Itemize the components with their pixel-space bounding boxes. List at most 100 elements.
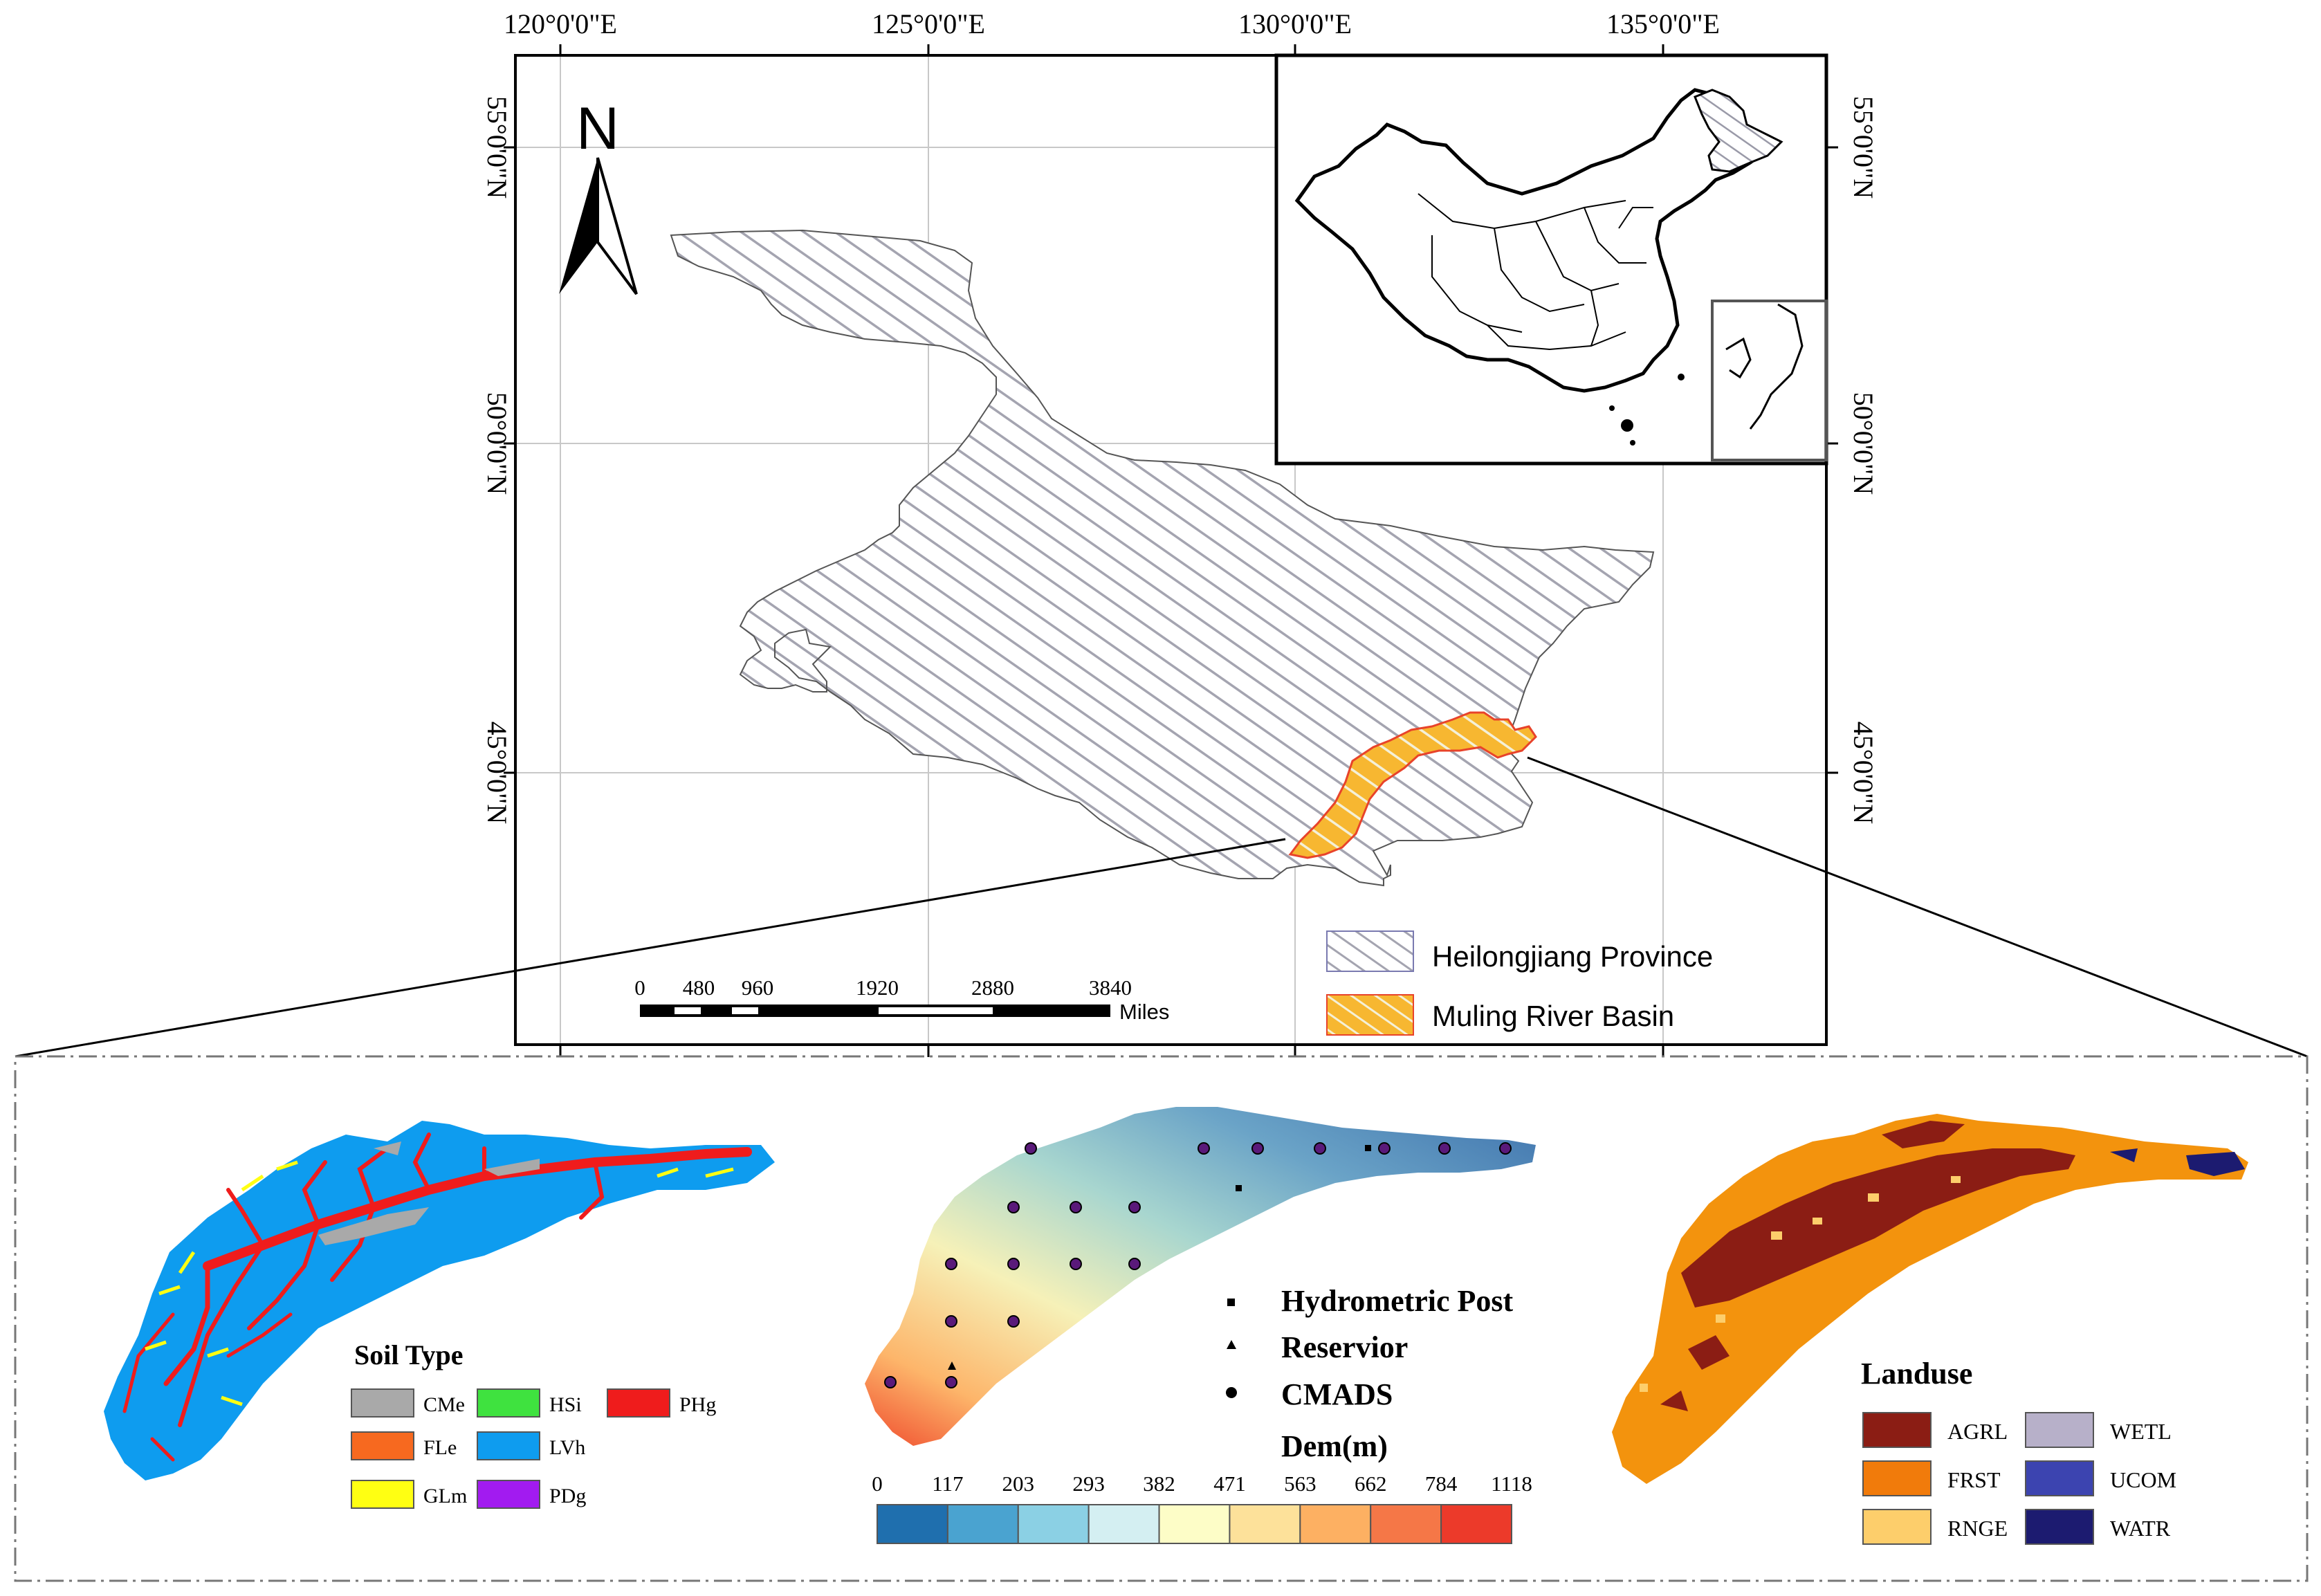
soil-legend-title: Soil Type — [354, 1339, 463, 1370]
dem-colorbar-break: 662 — [1355, 1471, 1387, 1496]
soil-cme-patches — [318, 1141, 540, 1245]
landuse-label-rnge: RNGE — [1947, 1516, 2008, 1541]
landuse-swatch-ucom — [2025, 1460, 2094, 1496]
dem-colorbar-segment — [1440, 1504, 1512, 1544]
landuse-legend: Landuse AGRL WETL FRST UCOM RNGE WATR — [1861, 1357, 2176, 1545]
soil-label-cme: CMe — [423, 1393, 465, 1416]
main-map: 120°0'0"E 125°0'0"E 130°0'0"E 135°0'0"E … — [15, 8, 2308, 1058]
muling-river-basin-area — [1288, 711, 1537, 859]
dem-colorbar-segment — [1158, 1504, 1231, 1544]
dem-colorbar-break: 784 — [1425, 1471, 1458, 1496]
landuse-label-ucom: UCOM — [2110, 1467, 2176, 1492]
lat-label-50-right: 50°0'0"N — [1848, 392, 1879, 495]
dem-colorbar-break: 382 — [1143, 1471, 1175, 1496]
scale-tick-1920: 1920 — [856, 975, 899, 1000]
soil-legend: Soil Type CMe HSi PHg FLe LVh GLm PDg — [351, 1339, 716, 1509]
heilongjiang-inset — [1694, 89, 1783, 173]
scale-tick-2880: 2880 — [971, 975, 1014, 1000]
longitude-labels: 120°0'0"E 125°0'0"E 130°0'0"E 135°0'0"E — [504, 8, 1720, 39]
hydrometric-posts — [1236, 1145, 1371, 1191]
landuse-swatch-agrl — [1862, 1412, 1932, 1448]
dem-colorbar-segment — [1017, 1504, 1090, 1544]
cmads-stations — [884, 1142, 1512, 1388]
station-legend: Hydrometric Post Reservior CMADS — [1226, 1284, 1514, 1411]
dem-colorbar-break: 293 — [1072, 1471, 1105, 1496]
station-legend-cmads: CMADS — [1281, 1377, 1393, 1411]
lat-label-45-right: 45°0'0"N — [1848, 722, 1879, 824]
legend-swatch-province — [1326, 930, 1414, 972]
dem-colorbar-break: 1118 — [1491, 1471, 1532, 1496]
dem-colorbar-break: 563 — [1284, 1471, 1317, 1496]
soil-rivers — [122, 1132, 752, 1462]
map-legend: Heilongjiang Province Muling River Basin — [1326, 930, 1713, 1036]
province-boundaries — [1418, 193, 1653, 351]
scale-tick-480: 480 — [683, 975, 715, 1000]
landuse-agrl-areas — [1660, 1121, 2075, 1411]
scale-unit: Miles — [1119, 1000, 1169, 1024]
soil-swatch-pdg — [477, 1480, 540, 1509]
landuse-water-areas — [2110, 1148, 2245, 1176]
soil-swatch-lvh — [477, 1431, 540, 1460]
landuse-basin-shape — [1612, 1114, 2248, 1484]
soil-swatch-cme — [351, 1388, 414, 1418]
landuse-label-watr: WATR — [2110, 1516, 2171, 1541]
inset-highlight-box — [1711, 300, 1828, 461]
soil-swatch-glm — [351, 1480, 414, 1509]
dem-map: Hydrometric Post Reservior CMADS Dem(m) … — [865, 1107, 1536, 1544]
dem-colorbar-break: 0 — [872, 1471, 883, 1496]
soil-swatch-hsi — [477, 1388, 540, 1418]
landuse-label-agrl: AGRL — [1947, 1419, 2008, 1444]
scale-tick-960: 960 — [742, 975, 774, 1000]
landuse-map: Landuse AGRL WETL FRST UCOM RNGE WATR — [1612, 1114, 2248, 1545]
hydrometric-post-icon — [1227, 1299, 1235, 1306]
scale-tick-0: 0 — [634, 975, 645, 1000]
soil-glm-patches — [145, 1160, 734, 1406]
landuse-swatch-frst — [1862, 1460, 1932, 1496]
china-inset-map — [1274, 53, 1828, 466]
reservoir-icon — [1227, 1340, 1236, 1349]
latitude-labels-left: 55°0'0"N 50°0'0"N 45°0'0"N — [481, 96, 513, 824]
frame-ticks — [504, 44, 1838, 1057]
zoom-leader-lines — [15, 756, 2308, 1058]
dem-colorbar-segment — [1088, 1504, 1160, 1544]
dem-colorbar-segment — [1299, 1504, 1372, 1544]
islands — [1609, 374, 1685, 446]
legend-label-basin: Muling River Basin — [1432, 1000, 1674, 1032]
dem-basin-shape — [865, 1107, 1536, 1446]
dem-colorbar-break: 471 — [1213, 1471, 1246, 1496]
dem-colorbar-title: Dem(m) — [1281, 1429, 1388, 1463]
dem-colorbar-segment — [1370, 1504, 1442, 1544]
north-arrow-label: N — [576, 95, 619, 162]
soil-label-glm: GLm — [423, 1485, 467, 1507]
lat-label-55-left: 55°0'0"N — [481, 96, 513, 199]
soil-swatch-fle — [351, 1431, 414, 1460]
lon-label-120: 120°0'0"E — [504, 8, 617, 39]
main-map-frame — [514, 54, 1828, 1046]
soil-swatch-phg — [607, 1388, 670, 1418]
landuse-label-wetl: WETL — [2110, 1419, 2172, 1444]
landuse-legend-title: Landuse — [1861, 1357, 1972, 1391]
lat-label-55-right: 55°0'0"N — [1848, 96, 1879, 199]
soil-label-pdg: PDg — [549, 1485, 586, 1507]
landuse-swatch-watr — [2025, 1509, 2094, 1545]
latitude-labels-right: 55°0'0"N 50°0'0"N 45°0'0"N — [1848, 96, 1879, 824]
soil-label-fle: FLe — [423, 1436, 457, 1459]
dem-colorbar-segment — [1229, 1504, 1301, 1544]
legend-label-province: Heilongjiang Province — [1432, 940, 1713, 973]
scale-tick-3840: 3840 — [1089, 975, 1132, 1000]
dem-colorbar-segment — [877, 1504, 948, 1544]
lat-label-45-left: 45°0'0"N — [481, 722, 513, 824]
soil-label-lvh: LVh — [549, 1436, 585, 1459]
scale-bar: 0 480 960 1920 2880 3840 Miles — [634, 975, 1169, 1024]
north-arrow-icon — [559, 158, 598, 294]
dem-colorbar: 0 117 203 293 382 471 563 662 784 1118 — [872, 1471, 1532, 1544]
landuse-swatch-wetl — [2025, 1412, 2094, 1448]
lon-label-125: 125°0'0"E — [872, 8, 985, 39]
north-arrow: N — [559, 95, 638, 295]
dem-colorbar-segment — [946, 1504, 1019, 1544]
detail-panel-frame — [14, 1055, 2309, 1582]
legend-swatch-basin — [1326, 994, 1414, 1036]
lat-label-50-left: 50°0'0"N — [481, 392, 513, 495]
station-legend-hydrometric: Hydrometric Post — [1281, 1284, 1514, 1318]
cmads-icon — [1226, 1387, 1237, 1398]
